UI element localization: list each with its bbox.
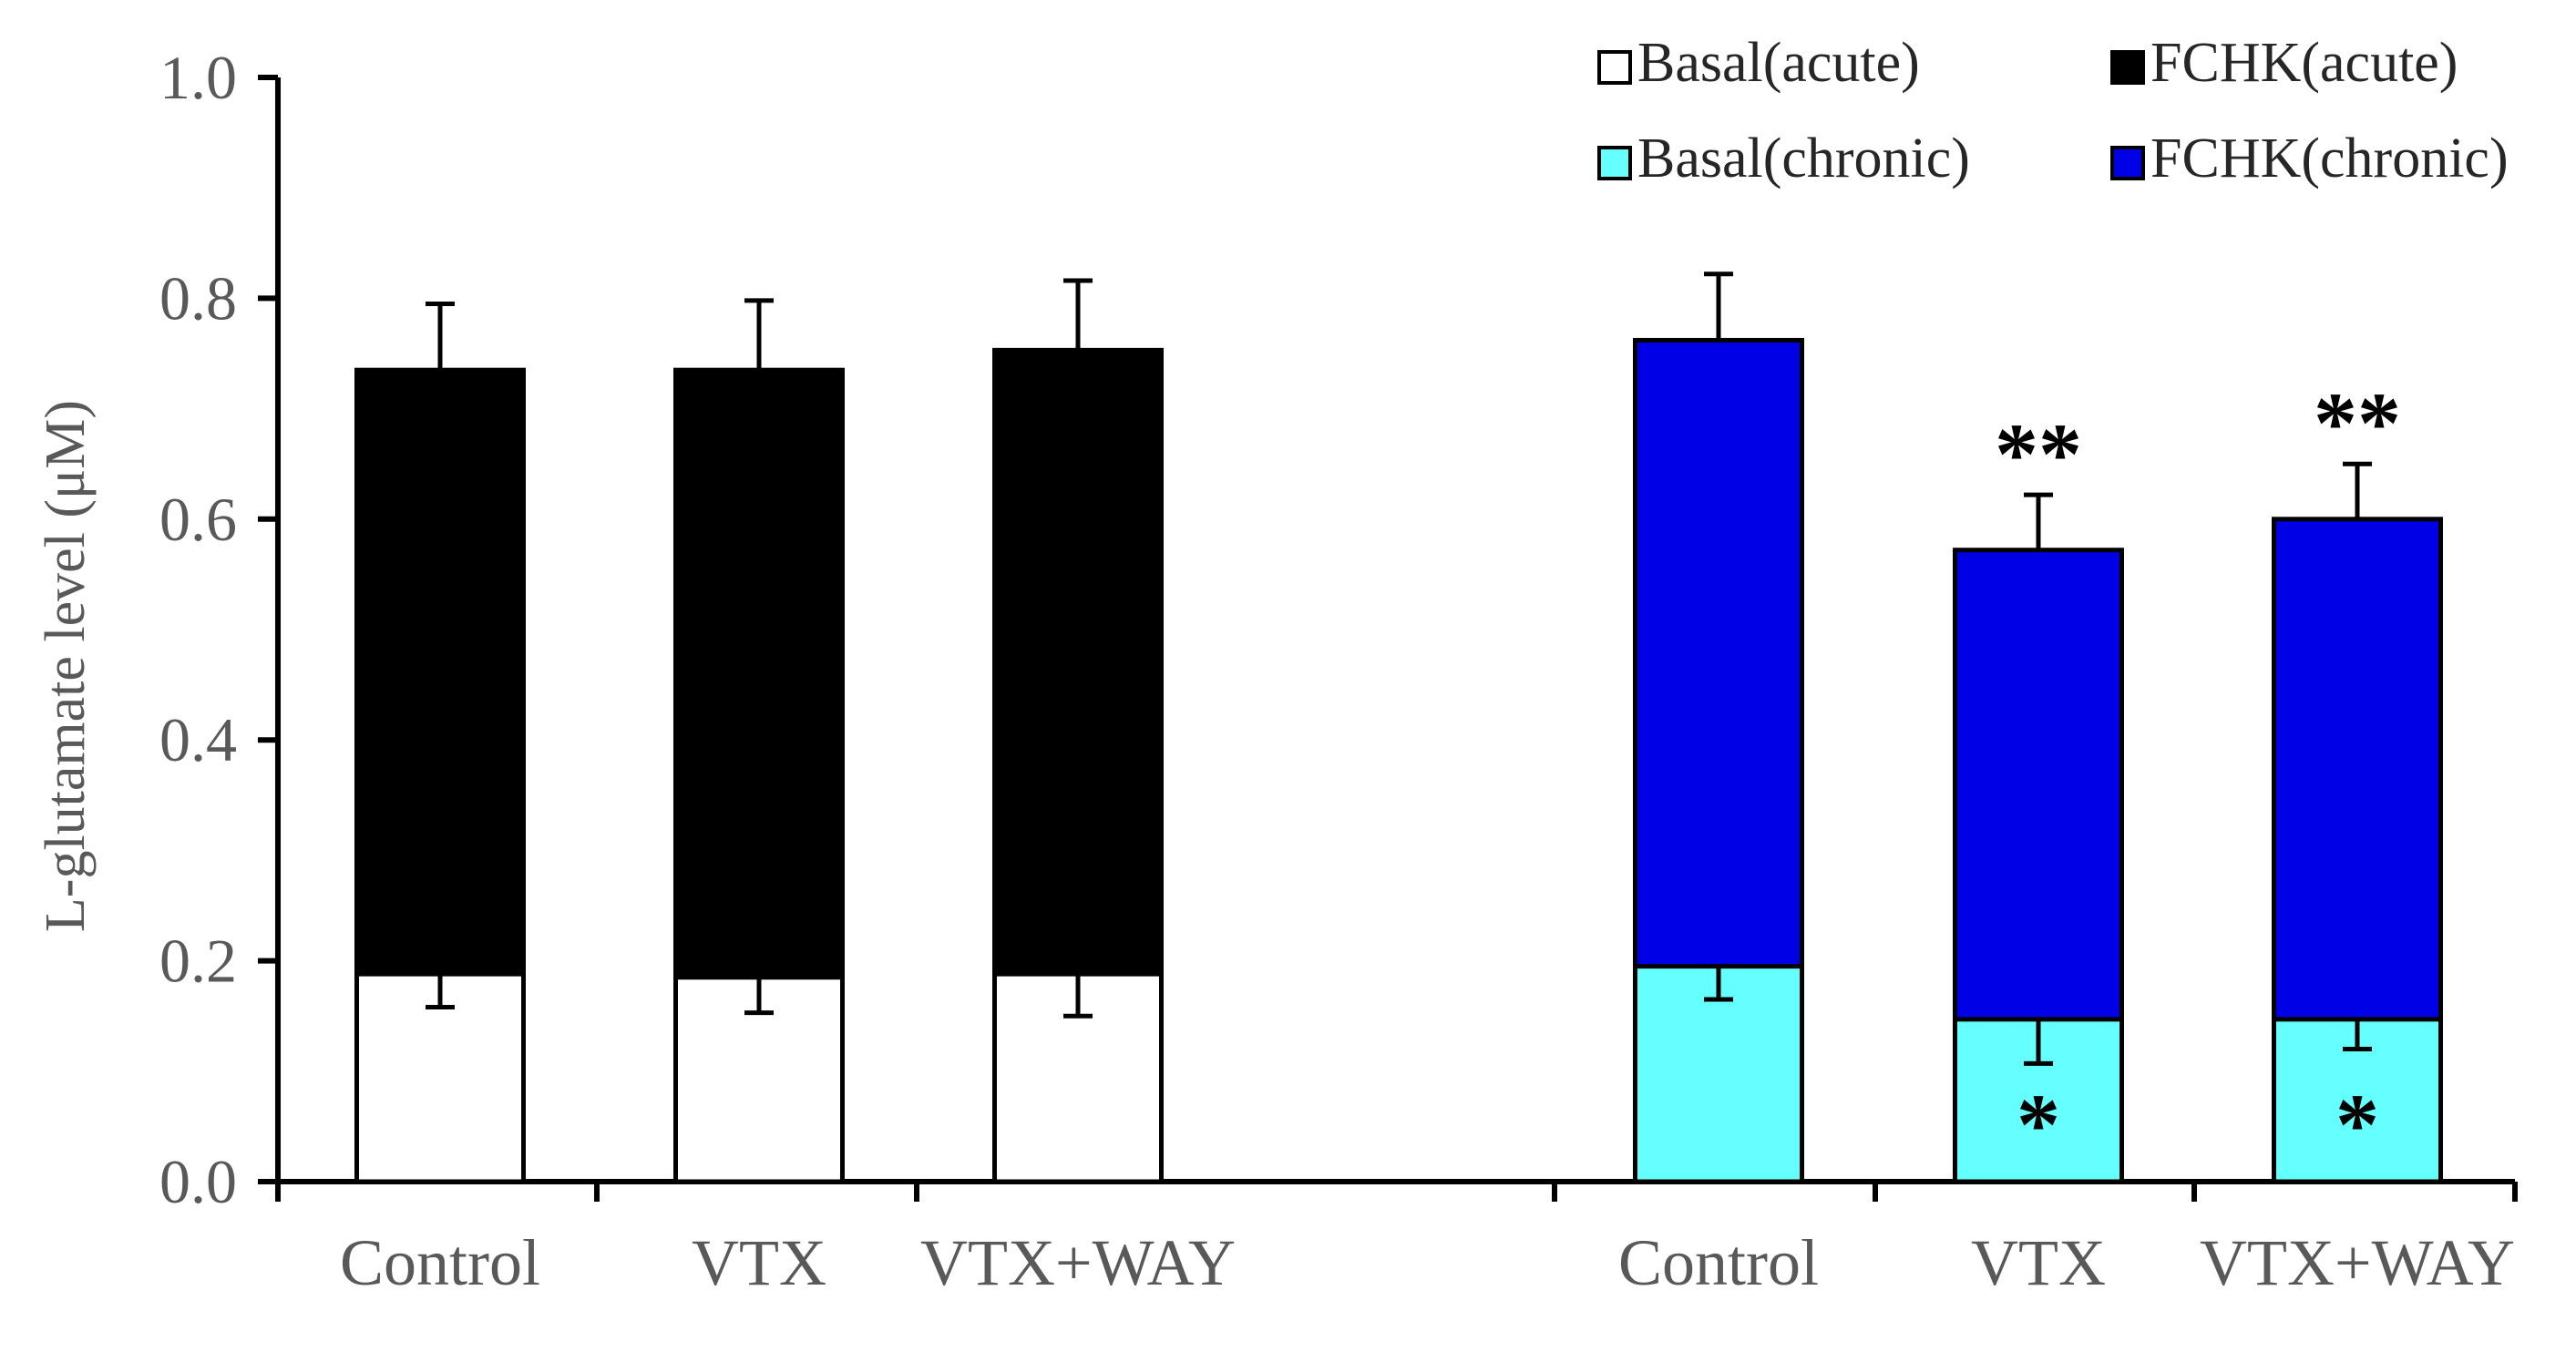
x-category-label: VTX+WAY	[920, 1226, 1236, 1299]
y-tick-label: 0.2	[159, 927, 237, 996]
y-tick-label: 0.4	[159, 705, 237, 774]
bars	[354, 271, 2443, 1184]
x-category-label: VTX+WAY	[2200, 1226, 2515, 1299]
x-category-label: VTX	[1971, 1226, 2106, 1299]
legend-label-0: Basal(acute)	[1637, 32, 1920, 94]
significance-mark-fchk: **	[2314, 374, 2401, 472]
significance-mark-basal: *	[2017, 1076, 2060, 1173]
legend-label-3: FCHK(chronic)	[2150, 128, 2509, 189]
legend: Basal(acute) FCHK(acute) Basal(chronic) FCH…	[1597, 32, 2509, 189]
y-tick-label: 0.8	[159, 263, 237, 333]
y-tick-label: 1.0	[159, 43, 237, 112]
y-tick-label: 0.0	[159, 1147, 237, 1216]
labels: 0.0 0.2 0.4 0.6 0.8 1.0 L-glutamate level (μM)…	[35, 43, 2515, 1299]
legend-swatch-0	[1597, 50, 1632, 85]
x-category-label: VTX	[692, 1226, 826, 1299]
legend-label-1: FCHK(acute)	[2150, 32, 2458, 94]
bar-acute-basal-0	[354, 971, 526, 1184]
significance-mark-basal: *	[2335, 1076, 2379, 1173]
significance-mark-fchk: **	[1995, 405, 2082, 503]
y-axis-title: L-glutamate level (μM)	[35, 400, 97, 932]
legend-label-2: Basal(chronic)	[1637, 128, 1970, 189]
legend-swatch-1	[2110, 50, 2145, 85]
axes	[258, 75, 2518, 1202]
y-tick-label: 0.6	[159, 485, 237, 554]
x-category-label: Control	[340, 1226, 540, 1299]
x-category-label: Control	[1618, 1226, 1819, 1299]
legend-swatch-2	[1597, 146, 1632, 180]
legend-swatch-3	[2110, 146, 2145, 180]
